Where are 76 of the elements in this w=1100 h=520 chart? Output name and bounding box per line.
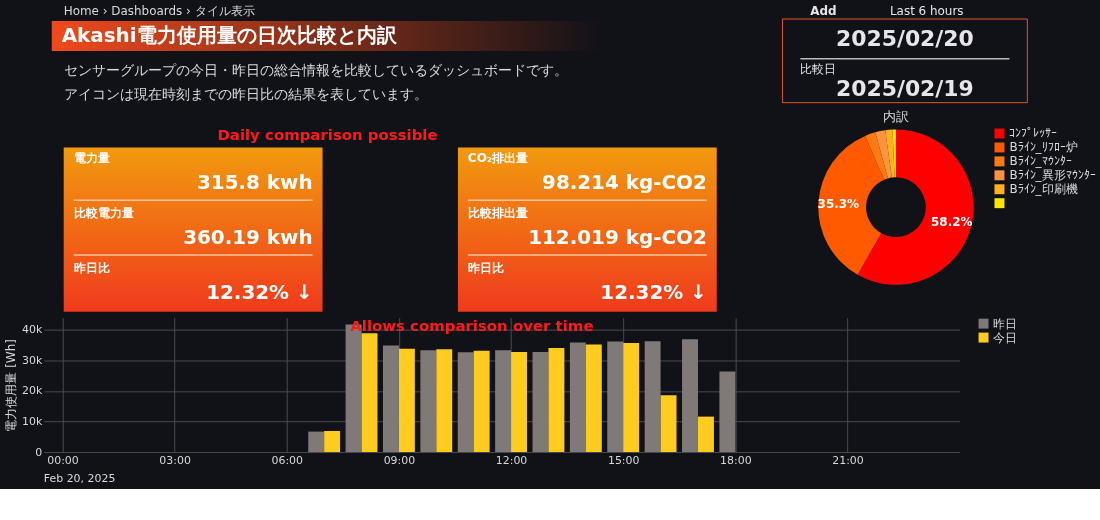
bar (308, 431, 325, 453)
text: CO₂排出量 (467, 151, 529, 166)
legend-label: ｺﾝﾌﾟﾚｯｻｰ (1009, 126, 1058, 141)
x-tick-label: 18:00 (720, 453, 752, 467)
text: 112.019 kg-CO2 (528, 226, 707, 249)
text: センサーグループの今日・昨日の総合情報を比較しているダッシュボードです。 (63, 61, 568, 78)
bar (548, 347, 565, 453)
legend-label: Bﾗｲﾝ_ﾘﾌﾛｰ炉 (1009, 140, 1078, 155)
text: 2025/02/20 (835, 25, 974, 51)
bar (682, 339, 698, 453)
x-tick-label: 12:00 (495, 453, 528, 467)
x-tick-label: 21:00 (832, 453, 864, 467)
legend-label: 今日 (993, 330, 1018, 345)
x-tick-label: 03:00 (159, 453, 191, 467)
annotation: Allows comparison over time (350, 316, 594, 335)
y-tick-label: 10k (22, 415, 43, 428)
text: 98.214 kg-CO2 (542, 171, 707, 195)
text: 比較排出量 (467, 206, 528, 221)
bar (473, 350, 490, 453)
text: Daily comparison possible (217, 126, 438, 145)
text: 比較日 (800, 61, 837, 76)
bar (697, 416, 714, 453)
chart-title: 内訳 (882, 108, 909, 124)
y-tick-label: 20k (22, 384, 43, 398)
data-label: 35.3% (817, 197, 860, 212)
bar (569, 342, 586, 453)
bar (660, 395, 677, 453)
text: 昨日比 (467, 260, 504, 275)
bar (623, 343, 640, 453)
legend-label: Bﾗｲﾝ_ﾏｳﾝﾀｰ (1009, 154, 1072, 169)
legend-label: Bﾗｲﾝ_異形ﾏｳﾝﾀｰ (1009, 168, 1096, 183)
legend-label: 昨日 (993, 316, 1018, 331)
text: 12.32% ↓ (600, 280, 707, 304)
y-tick-label: 0 (35, 445, 43, 459)
text: Home › Dashboards › タイル表示 (63, 4, 255, 19)
donut-slice (857, 129, 974, 285)
bar (436, 349, 453, 453)
bar (532, 351, 549, 453)
y-tick-label: 40k (22, 323, 43, 337)
bar (457, 352, 474, 453)
text: 比較電力量 (73, 206, 134, 221)
bar (719, 371, 736, 453)
legend-label: Bﾗｲﾝ_印刷機 (1009, 182, 1078, 197)
text: 315.8 kwh (196, 171, 313, 195)
text: 12.32% ↓ (206, 280, 313, 304)
x-tick-label: 15:00 (607, 453, 640, 467)
text: Add (810, 4, 837, 19)
y-tick-label: 30k (22, 353, 43, 367)
bar (511, 351, 527, 453)
bar (420, 350, 437, 453)
donut-slice (818, 135, 885, 275)
text: 電力量 (73, 151, 110, 166)
bar (398, 348, 415, 453)
bar (324, 430, 341, 453)
text: Last 6 hours (889, 4, 964, 19)
x-tick-label: 09:00 (383, 453, 416, 467)
text: アイコンは現在時刻までの昨日比の結果を表しています。 (63, 85, 428, 102)
text: Akashi電力使用量の日次比較と内訳 (61, 23, 398, 47)
data-label: 58.2% (931, 214, 973, 229)
text: 2025/02/19 (835, 75, 974, 101)
x-tick-label: 06:00 (271, 453, 304, 467)
y-axis-title: 電力使用量 [Wh] (4, 339, 19, 432)
text: 360.19 kwh (183, 226, 313, 249)
donut-slice (865, 132, 888, 180)
text: Feb 20, 2025 (43, 471, 116, 485)
donut-slice (885, 129, 895, 178)
bar (382, 345, 399, 453)
bar (644, 341, 661, 453)
x-tick-label: 00:00 (47, 453, 79, 467)
bar (607, 341, 624, 453)
bar (361, 333, 378, 453)
bar (495, 350, 512, 453)
bar (585, 344, 602, 453)
donut-slice (875, 130, 892, 179)
donut-slice (892, 129, 896, 178)
text: 昨日比 (73, 260, 110, 275)
